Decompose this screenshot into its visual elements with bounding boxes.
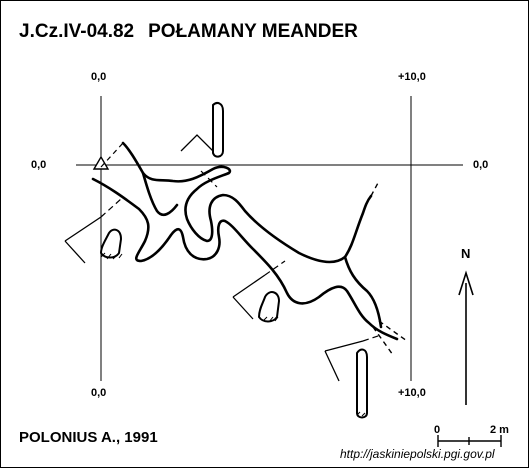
debris-hatching (100, 252, 366, 417)
section-marker-4a (324, 340, 364, 352)
grid-label-right: 0,0 (473, 159, 489, 171)
rock-block-1 (99, 228, 123, 259)
section-marker-3a (232, 274, 266, 298)
section-marker-2b (64, 240, 86, 264)
section-marker-4b (324, 350, 340, 382)
survey-station-icon (92, 155, 110, 170)
rock-pillar-2 (356, 348, 368, 419)
section-dashes (100, 170, 382, 342)
grid-label-top-left: 0,0 (91, 71, 107, 83)
cave-name: POŁAMANY MEANDER (148, 21, 358, 42)
north-label: N (461, 246, 471, 261)
section-marker-3b (232, 296, 254, 320)
grid-lines (76, 96, 463, 381)
grid-label-bottom-right: +10,0 (398, 387, 426, 399)
source-url: http://jaskiniepolski.pgi.gov.pl (340, 447, 495, 461)
author-credit: POLONIUS A., 1991 (19, 429, 158, 446)
grid-label-left: 0,0 (31, 159, 47, 171)
cave-code: J.Cz.IV-04.82 (19, 21, 135, 42)
rock-features (99, 102, 368, 419)
scale-start-label: 0 (434, 424, 441, 436)
cave-passage-walls (91, 141, 399, 341)
section-marker-2a (64, 216, 102, 242)
page-title: J.Cz.IV-04.82 POŁAMANY MEANDER (19, 21, 358, 43)
grid-label-bottom-left: 0,0 (91, 387, 107, 399)
grid-label-top-right: +10,0 (398, 71, 426, 83)
rock-block-2 (257, 291, 281, 323)
section-marker-1 (180, 134, 214, 152)
section-markers (64, 134, 364, 382)
rock-pillar-1 (212, 102, 224, 158)
entrance-dripline (100, 142, 124, 168)
scale-end-label: 2 m (490, 424, 509, 436)
scale-bar (437, 435, 502, 447)
north-arrow-icon (458, 270, 474, 405)
passage-continuation (370, 180, 408, 356)
